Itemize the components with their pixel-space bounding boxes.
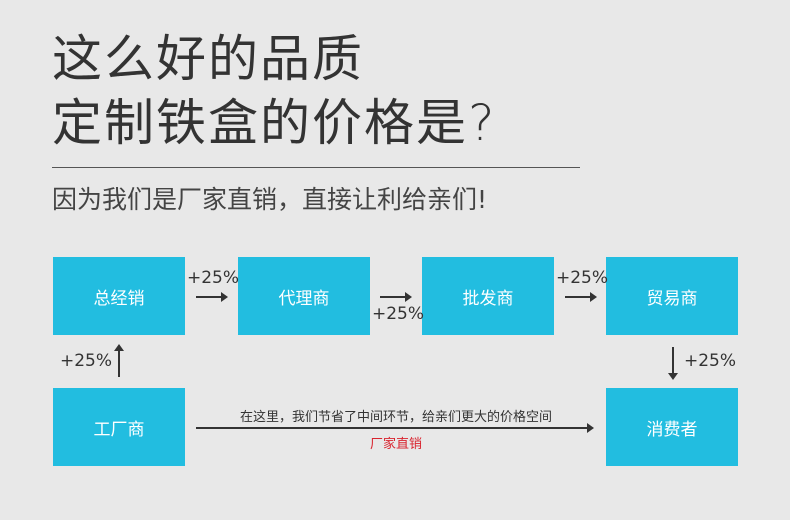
divider xyxy=(52,167,580,168)
subtitle: 因为我们是厂家直销，直接让利给亲们! xyxy=(52,185,488,214)
arrow-right xyxy=(565,292,597,302)
markup-label: +25% xyxy=(684,351,737,371)
markup-label: +25% xyxy=(187,268,240,288)
direct-sale-note: 在这里，我们节省了中间环节，给亲们更大的价格空间 xyxy=(239,410,552,425)
arrow-direct xyxy=(196,423,594,433)
direct-sale-label: 厂家直销 xyxy=(369,437,422,452)
markup-label: +25% xyxy=(60,351,113,371)
arrow-down xyxy=(668,347,678,380)
title-line-2: 定制铁盒的价格是? xyxy=(52,94,497,152)
node-general-distributor: 总经销 xyxy=(53,257,185,335)
arrow-up xyxy=(114,344,124,377)
arrow-right xyxy=(196,292,228,302)
arrow-right xyxy=(380,292,412,302)
node-trader: 贸易商 xyxy=(606,257,738,335)
node-consumer: 消费者 xyxy=(606,388,738,466)
node-wholesaler: 批发商 xyxy=(422,257,554,335)
node-agent: 代理商 xyxy=(238,257,370,335)
title-line-1: 这么好的品质 xyxy=(52,30,364,88)
markup-label: +25% xyxy=(372,304,425,324)
markup-label: +25% xyxy=(556,268,609,288)
node-factory: 工厂商 xyxy=(53,388,185,466)
